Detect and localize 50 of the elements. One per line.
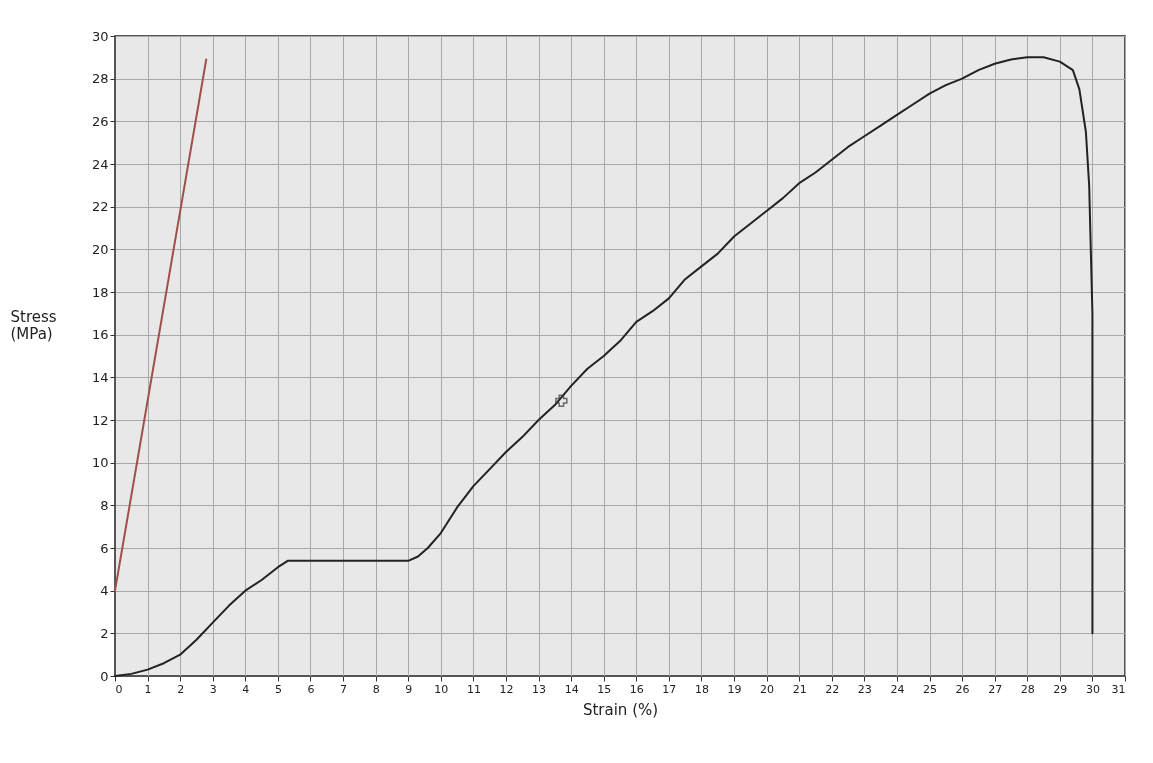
x-tick-label: 16 <box>629 682 644 696</box>
y-tick-label: 24 <box>91 156 109 172</box>
y-tick-label: 14 <box>91 369 109 385</box>
x-tick-label: 23 <box>857 682 872 696</box>
y-tick-label: 18 <box>91 284 109 300</box>
x-tick-label: 21 <box>792 682 807 696</box>
x-tick-label: 15 <box>597 682 612 696</box>
y-tick-label: 4 <box>100 583 109 599</box>
y-tick-label: 22 <box>91 199 109 215</box>
x-tick-label: 25 <box>923 682 938 696</box>
y-axis-title: Stress (MPa) <box>10 307 57 343</box>
x-tick-label: 7 <box>340 682 348 696</box>
y-tick-label: 8 <box>100 497 109 513</box>
y-tick-label: 26 <box>91 113 109 129</box>
x-tick-label: 0 <box>115 682 123 696</box>
x-tick-label: 28 <box>1020 682 1035 696</box>
x-tick-label: 30 <box>1085 682 1100 696</box>
x-tick-label: 19 <box>727 682 742 696</box>
y-tick-label: 12 <box>91 412 109 428</box>
x-tick-label: 14 <box>564 682 579 696</box>
x-tick-label: 13 <box>532 682 547 696</box>
x-axis-title: Strain (%) <box>582 700 659 719</box>
y-tick-label: 28 <box>91 71 109 87</box>
y-tick-label: 0 <box>100 668 109 684</box>
x-tick-label: 31 <box>1111 682 1126 696</box>
x-tick-label: 1 <box>144 682 152 696</box>
y-tick-label: 6 <box>100 540 109 556</box>
x-tick-label: 27 <box>988 682 1003 696</box>
y-tick-label: 2 <box>100 625 109 641</box>
x-tick-label: 18 <box>694 682 709 696</box>
x-tick-label: 26 <box>955 682 970 696</box>
x-tick-label: 8 <box>372 682 380 696</box>
y-tick-label: 10 <box>91 455 109 471</box>
x-tick-label: 20 <box>760 682 775 696</box>
y-tick-label: 20 <box>91 241 109 257</box>
x-tick-label: 22 <box>825 682 840 696</box>
x-tick-label: 6 <box>307 682 315 696</box>
x-tick-label: 24 <box>890 682 905 696</box>
y-tick-label: 16 <box>91 327 109 343</box>
x-tick-label: 4 <box>242 682 250 696</box>
x-tick-label: 5 <box>274 682 282 696</box>
y-tick-label: 30 <box>91 28 109 44</box>
x-tick-label: 2 <box>177 682 185 696</box>
x-tick-label: 9 <box>405 682 413 696</box>
x-tick-label: 11 <box>466 682 481 696</box>
x-tick-label: 12 <box>499 682 514 696</box>
x-tick-label: 3 <box>209 682 217 696</box>
x-tick-label: 10 <box>434 682 449 696</box>
x-tick-label: 17 <box>662 682 677 696</box>
x-tick-label: 29 <box>1053 682 1068 696</box>
